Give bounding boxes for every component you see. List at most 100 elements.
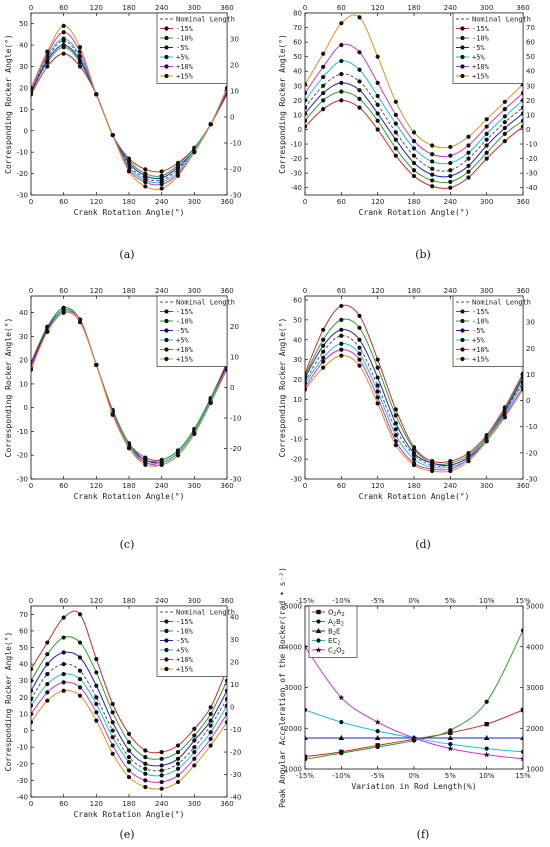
- y-tick-label-right: 0: [526, 126, 530, 134]
- x-tick-label-top: 240: [155, 597, 168, 605]
- data-point: [339, 98, 344, 103]
- series-group: [31, 610, 227, 791]
- legend-marker: [164, 64, 169, 69]
- legend-label: -15%: [176, 618, 194, 626]
- x-tick-label-top: 0%: [408, 597, 419, 605]
- data-point: [448, 730, 453, 735]
- x-tick-label: -15%: [296, 772, 314, 780]
- data-point: [375, 111, 380, 116]
- data-point: [411, 462, 417, 468]
- x-tick-label: -5%: [371, 772, 385, 780]
- data-point: [77, 640, 83, 645]
- legend-label: -5%: [176, 637, 189, 645]
- data-point: [448, 185, 453, 190]
- data-point: [45, 681, 50, 687]
- x-axis-label: Variation in Rod Length(%): [351, 782, 476, 791]
- y-tick-label: 0: [298, 126, 302, 134]
- y-tick-label-right: -10: [230, 415, 241, 423]
- data-point: [77, 58, 83, 63]
- data-point: [357, 15, 362, 20]
- x-tick-label: 60: [337, 198, 346, 206]
- y-tick-label-right: -30: [526, 476, 537, 484]
- data-point: [484, 150, 489, 155]
- data-point: [305, 90, 308, 96]
- data-point: [520, 124, 523, 129]
- panel-caption: (a): [119, 248, 134, 261]
- y-tick-label-right: 5000: [526, 603, 544, 611]
- x-tick-label: 360: [516, 198, 529, 206]
- data-point: [411, 146, 417, 151]
- data-point: [448, 144, 453, 150]
- y-tick-label-right: 20: [230, 659, 239, 667]
- data-point: [159, 182, 164, 187]
- data-point: [126, 446, 132, 451]
- data-point: [321, 74, 326, 80]
- data-point: [77, 45, 83, 50]
- data-point: [393, 121, 398, 126]
- y-tick-label-right: 10: [230, 88, 239, 96]
- data-point: [339, 303, 344, 309]
- y-tick-label: 30: [293, 82, 302, 90]
- legend-marker: [460, 328, 465, 333]
- x-tick-label-top: 180: [407, 4, 420, 12]
- chart-panel-b: 006060120120180180240240300300360360-40-…: [278, 4, 537, 261]
- data-point: [159, 779, 164, 785]
- data-point: [126, 740, 132, 745]
- legend-label: +10%: [472, 63, 490, 71]
- y-tick-label-right: 4000: [526, 643, 544, 651]
- data-point: [321, 106, 326, 112]
- x-tick-label: 240: [155, 800, 168, 808]
- data-point: [208, 743, 213, 748]
- y-tick-label: -20: [291, 155, 302, 163]
- x-tick-label-top: 300: [480, 287, 493, 295]
- data-point: [305, 118, 308, 123]
- x-tick-label-top: 240: [155, 4, 168, 12]
- x-tick-label: 120: [371, 482, 384, 490]
- data-point: [305, 375, 308, 380]
- legend-label: -5%: [176, 44, 189, 52]
- y-tick-label: -20: [291, 456, 302, 464]
- data-point: [357, 313, 362, 318]
- data-point: [448, 728, 453, 733]
- data-point: [520, 111, 523, 116]
- panel-caption: (c): [120, 538, 135, 551]
- data-point: [411, 168, 417, 173]
- legend-marker: [460, 26, 465, 31]
- data-point: [520, 628, 523, 633]
- data-point: [94, 683, 99, 688]
- x-tick-label: 0%: [408, 772, 419, 780]
- legend-marker: [316, 609, 321, 615]
- legend-marker: [164, 638, 169, 643]
- x-tick-label: 120: [90, 198, 103, 206]
- y-tick-label-right: -20: [526, 449, 537, 457]
- x-tick-label: 180: [122, 800, 135, 808]
- data-point: [338, 735, 345, 741]
- data-point: [410, 734, 418, 741]
- x-tick-label-top: 360: [516, 4, 529, 12]
- data-point: [520, 387, 523, 392]
- data-point: [411, 160, 417, 166]
- x-tick-label: 15%: [515, 772, 531, 780]
- y-tick-label: 60: [293, 296, 302, 304]
- legend-label: Nominal Length: [176, 16, 235, 24]
- data-point: [143, 167, 148, 172]
- y-tick-label: 10: [19, 710, 28, 718]
- x-tick-label: 60: [59, 482, 68, 490]
- data-point: [375, 729, 380, 734]
- data-point: [484, 439, 489, 444]
- data-point: [159, 186, 164, 191]
- legend-marker: [164, 73, 169, 79]
- panel-caption: (b): [415, 248, 431, 261]
- data-point: [393, 146, 398, 151]
- data-point: [208, 122, 213, 127]
- data-point: [192, 150, 197, 155]
- y-tick-label-right: -10: [230, 140, 241, 148]
- data-point: [339, 58, 344, 64]
- x-tick-label-top: 300: [188, 4, 201, 12]
- data-point: [175, 743, 181, 748]
- y-tick-label: 50: [19, 20, 28, 28]
- data-point: [357, 88, 362, 93]
- x-tick-label: 0: [303, 198, 307, 206]
- data-point: [466, 143, 471, 148]
